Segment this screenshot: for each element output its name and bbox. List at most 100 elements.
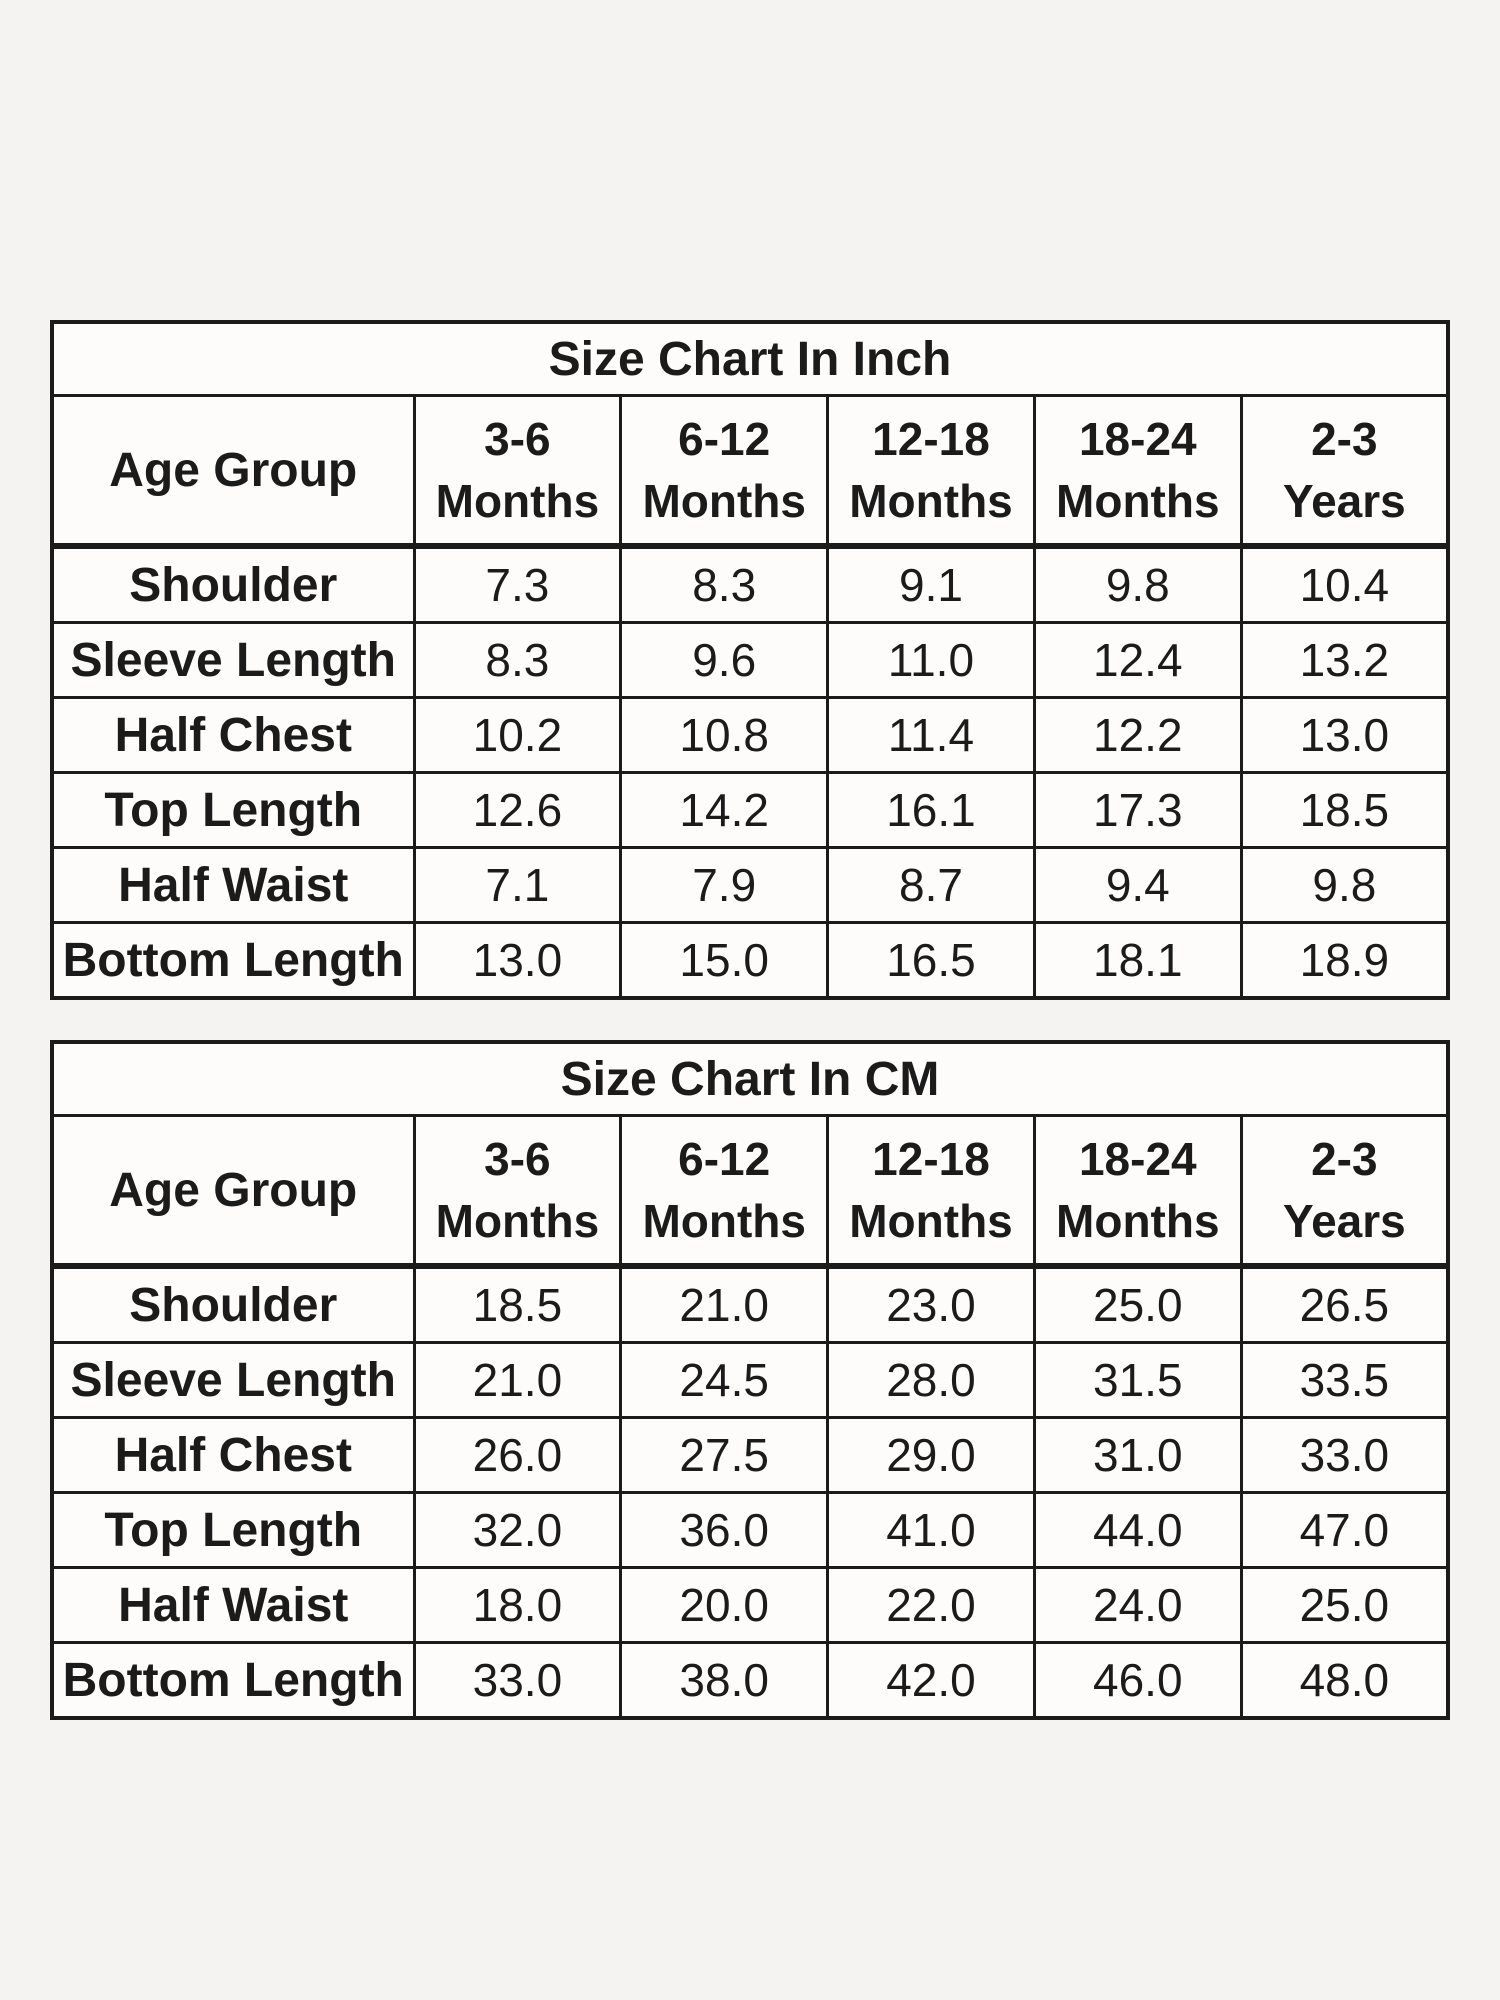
cell-value: 24.0 [1032, 1566, 1243, 1644]
cell-value: 18.5 [1239, 771, 1450, 849]
column-header-line1: 18-24 [1078, 1133, 1197, 1185]
table-title: Size Chart In CM [50, 1040, 1450, 1117]
cell-value: 24.5 [619, 1341, 830, 1419]
table-row: Top Length 12.6 14.2 16.1 17.3 18.5 [50, 771, 1450, 849]
table-row: Bottom Length 33.0 38.0 42.0 46.0 48.0 [50, 1641, 1450, 1720]
cell-value: 26.5 [1239, 1264, 1450, 1344]
cell-value: 27.5 [619, 1416, 830, 1494]
column-header-line1: 12-18 [872, 1133, 990, 1185]
table-row: Sleeve Length 21.0 24.5 28.0 31.5 33.5 [50, 1341, 1450, 1419]
column-header-line2: Months [642, 1195, 806, 1247]
cell-value: 33.5 [1239, 1341, 1450, 1419]
cell-value: 13.0 [1239, 696, 1450, 774]
table-row: Bottom Length 13.0 15.0 16.5 18.1 18.9 [50, 921, 1450, 1000]
cell-value: 47.0 [1239, 1491, 1450, 1569]
cell-value: 9.6 [619, 621, 830, 699]
column-header-line2: Months [435, 1195, 600, 1247]
column-header-3-6-months: 3-6 Months [412, 394, 623, 549]
table-row: Half Waist 7.1 7.9 8.7 9.4 9.8 [50, 846, 1450, 924]
cell-value: 15.0 [619, 921, 830, 1000]
cell-value: 21.0 [619, 1264, 830, 1344]
table-row: Sleeve Length 8.3 9.6 11.0 12.4 13.2 [50, 621, 1450, 699]
corner-header-age-group: Age Group [50, 1114, 416, 1269]
cell-value: 9.8 [1032, 544, 1243, 624]
cell-value: 32.0 [412, 1491, 623, 1569]
table-row: Top Length 32.0 36.0 41.0 44.0 47.0 [50, 1491, 1450, 1569]
column-header-3-6-months: 3-6 Months [412, 1114, 623, 1269]
table-row: Half Chest 26.0 27.5 29.0 31.0 33.0 [50, 1416, 1450, 1494]
column-header-line1: 3-6 [484, 1133, 551, 1185]
cell-value: 9.1 [826, 544, 1036, 624]
cell-value: 16.1 [826, 771, 1036, 849]
cell-value: 12.2 [1032, 696, 1243, 774]
row-label: Shoulder [50, 544, 416, 624]
column-header-6-12-months: 6-12 Months [619, 1114, 830, 1269]
cell-value: 28.0 [826, 1341, 1036, 1419]
column-header-line1: 2-3 [1311, 413, 1378, 465]
cell-value: 18.5 [412, 1264, 623, 1344]
column-header-6-12-months: 6-12 Months [619, 394, 830, 549]
column-header-18-24-months: 18-24 Months [1032, 394, 1243, 549]
table-title-row: Size Chart In Inch [50, 320, 1450, 397]
column-header-18-24-months: 18-24 Months [1032, 1114, 1243, 1269]
size-chart-inch-table: Size Chart In Inch Age Group 3-6 Months … [50, 320, 1450, 1000]
cell-value: 31.0 [1032, 1416, 1243, 1494]
cell-value: 42.0 [826, 1641, 1036, 1720]
cell-value: 46.0 [1032, 1641, 1243, 1720]
cell-value: 8.3 [412, 621, 623, 699]
cell-value: 18.9 [1239, 921, 1450, 1000]
cell-value: 26.0 [412, 1416, 623, 1494]
column-header-line2: Months [1056, 1195, 1220, 1247]
cell-value: 18.0 [412, 1566, 623, 1644]
cell-value: 29.0 [826, 1416, 1036, 1494]
row-label: Bottom Length [50, 1641, 416, 1720]
row-label: Sleeve Length [50, 621, 416, 699]
cell-value: 13.2 [1239, 621, 1450, 699]
cell-value: 41.0 [826, 1491, 1036, 1569]
cell-value: 33.0 [1239, 1416, 1450, 1494]
cell-value: 48.0 [1239, 1641, 1450, 1720]
column-header-line2: Months [1056, 475, 1220, 527]
cell-value: 44.0 [1032, 1491, 1243, 1569]
cell-value: 31.5 [1032, 1341, 1243, 1419]
cell-value: 16.5 [826, 921, 1036, 1000]
cell-value: 21.0 [412, 1341, 623, 1419]
row-label: Sleeve Length [50, 1341, 416, 1419]
cell-value: 13.0 [412, 921, 623, 1000]
corner-header-age-group: Age Group [50, 394, 416, 549]
cell-value: 10.4 [1239, 544, 1450, 624]
column-header-line2: Months [849, 1195, 1013, 1247]
row-label: Top Length [50, 771, 416, 849]
cell-value: 38.0 [619, 1641, 830, 1720]
column-header-line2: Years [1282, 1195, 1406, 1247]
row-label: Shoulder [50, 1264, 416, 1344]
column-header-line1: 6-12 [678, 1133, 771, 1185]
table-row: Shoulder 18.5 21.0 23.0 25.0 26.5 [50, 1264, 1450, 1344]
row-label: Bottom Length [50, 921, 416, 1000]
cell-value: 14.2 [619, 771, 830, 849]
column-header-line1: 12-18 [872, 413, 990, 465]
cell-value: 12.4 [1032, 621, 1243, 699]
cell-value: 7.1 [412, 846, 623, 924]
table-row: Shoulder 7.3 8.3 9.1 9.8 10.4 [50, 544, 1450, 624]
cell-value: 11.4 [826, 696, 1036, 774]
cell-value: 11.0 [826, 621, 1036, 699]
cell-value: 10.8 [619, 696, 830, 774]
table-row: Half Waist 18.0 20.0 22.0 24.0 25.0 [50, 1566, 1450, 1644]
column-header-12-18-months: 12-18 Months [826, 1114, 1036, 1269]
table-header-row: Age Group 3-6 Months 6-12 Months 12-18 M… [50, 1114, 1450, 1269]
cell-value: 25.0 [1239, 1566, 1450, 1644]
cell-value: 17.3 [1032, 771, 1243, 849]
row-label: Half Waist [50, 846, 416, 924]
row-label: Half Chest [50, 696, 416, 774]
cell-value: 7.3 [412, 544, 623, 624]
size-chart-cm-table: Size Chart In CM Age Group 3-6 Months 6-… [50, 1040, 1450, 1720]
row-label: Half Chest [50, 1416, 416, 1494]
cell-value: 12.6 [412, 771, 623, 849]
column-header-12-18-months: 12-18 Months [826, 394, 1036, 549]
column-header-2-3-years: 2-3 Years [1239, 1114, 1450, 1269]
column-header-line2: Years [1282, 475, 1406, 527]
cell-value: 7.9 [619, 846, 830, 924]
row-label: Half Waist [50, 1566, 416, 1644]
column-header-line1: 2-3 [1311, 1133, 1378, 1185]
